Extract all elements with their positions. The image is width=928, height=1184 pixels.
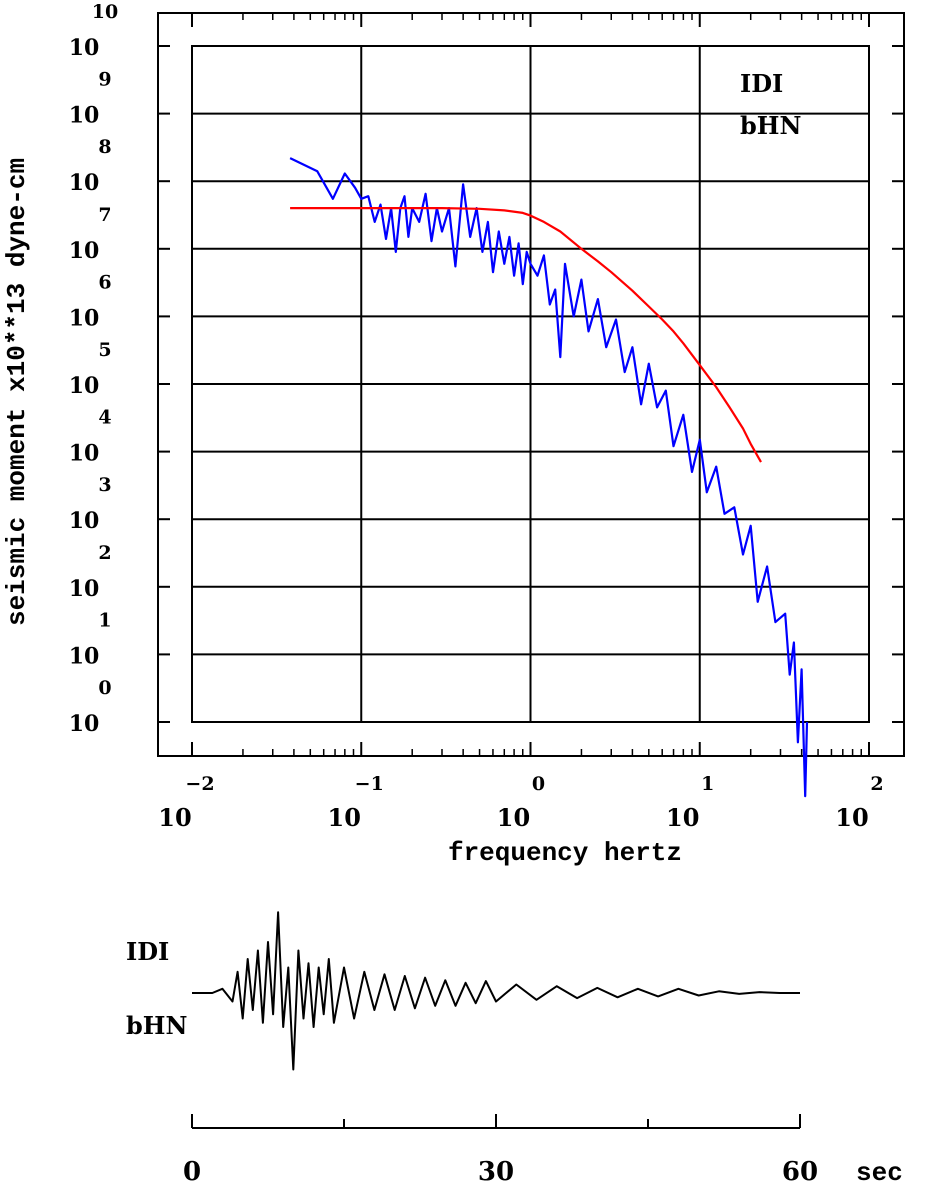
y-tick-base: 10 bbox=[69, 508, 100, 534]
x-tick-base: 10 bbox=[835, 803, 868, 832]
y-tick-exponent: 10 bbox=[92, 1, 118, 23]
waveform-tick-label: 30 bbox=[478, 1157, 514, 1184]
y-tick-exponent: 5 bbox=[98, 339, 111, 361]
waveform-chart: IDI bHN 0 30 60 sec bbox=[126, 911, 903, 1184]
y-tick-exponent: 7 bbox=[98, 204, 111, 226]
x-tick-exponent: 1 bbox=[701, 773, 714, 795]
x-tick-base: 10 bbox=[666, 803, 699, 832]
x-tick-exponent: −2 bbox=[185, 773, 214, 795]
y-tick-exponent: 2 bbox=[98, 542, 111, 564]
grid bbox=[191, 45, 870, 723]
y-tick-base: 10 bbox=[69, 238, 100, 264]
waveform-trace-layer bbox=[192, 911, 800, 1071]
x-tick-exponent: 0 bbox=[532, 773, 545, 795]
y-tick-base: 10 bbox=[69, 305, 100, 331]
y-tick-base: 10 bbox=[69, 576, 100, 602]
y-tick-exponent: 6 bbox=[98, 271, 111, 293]
waveform-component-label: bHN bbox=[126, 1011, 187, 1040]
y-tick-base: 10 bbox=[69, 35, 100, 61]
series-layer bbox=[289, 157, 809, 798]
waveform-time-axis: 0 30 60 bbox=[183, 1114, 818, 1184]
y-tick-exponent: 8 bbox=[98, 136, 111, 158]
y-tick-base: 10 bbox=[69, 373, 100, 399]
waveform-unit-label: sec bbox=[856, 1158, 903, 1184]
annotation-component: bHN bbox=[740, 111, 801, 140]
x-tick-exponent: 2 bbox=[870, 773, 883, 795]
y-axis-label: seismic moment x10**13 dyne-cm bbox=[2, 158, 32, 626]
y-tick-base: 10 bbox=[69, 711, 100, 737]
y-tick-base: 10 bbox=[69, 643, 100, 669]
x-tick-base: 10 bbox=[497, 803, 530, 832]
series-observed-spectrum bbox=[289, 157, 809, 798]
annotation-station: IDI bbox=[740, 69, 783, 98]
waveform-tick-label: 0 bbox=[183, 1157, 201, 1184]
y-tick-exponent: 4 bbox=[98, 407, 111, 429]
waveform-trace bbox=[192, 911, 800, 1071]
y-tick-base: 10 bbox=[69, 103, 100, 129]
x-tick-base: 10 bbox=[158, 803, 191, 832]
x-axis-label: frequency hertz bbox=[448, 838, 682, 868]
waveform-tick-label: 60 bbox=[782, 1157, 818, 1184]
y-tick-labels: 10 0 10 1 10 2 10 3 10 4 10 5 10 6 10 7 10 8 10 9 10 10 bbox=[69, 1, 119, 737]
y-tick-exponent: 3 bbox=[98, 474, 111, 496]
y-tick-exponent: 9 bbox=[98, 69, 111, 91]
y-tick-exponent: 1 bbox=[98, 609, 111, 631]
y-tick-base: 10 bbox=[69, 441, 100, 467]
waveform-station-label: IDI bbox=[126, 937, 169, 966]
x-tick-base: 10 bbox=[328, 803, 361, 832]
y-tick-exponent: 0 bbox=[98, 677, 111, 699]
series-model-fit bbox=[290, 207, 762, 463]
x-tick-exponent: −1 bbox=[355, 773, 384, 795]
axis-ticks bbox=[158, 13, 904, 756]
y-tick-base: 10 bbox=[69, 170, 100, 196]
